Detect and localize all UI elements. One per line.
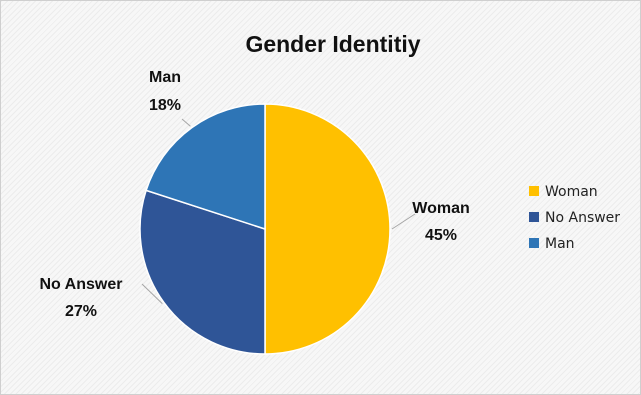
- pie-slice-woman: [264, 103, 391, 355]
- legend-swatch-man: [529, 238, 539, 248]
- data-label-no-answer-percent: 27%: [65, 303, 97, 320]
- legend-label-no-answer: No Answer: [545, 210, 620, 226]
- leader-line-no-answer: [141, 283, 163, 304]
- legend-swatch-woman: [529, 186, 539, 196]
- data-label-woman-percent: 45%: [425, 227, 457, 244]
- leader-line-woman: [391, 213, 416, 230]
- leader-line-man: [181, 118, 191, 127]
- pie-slice-no-answer: [139, 189, 266, 355]
- data-label-man-percent: 18%: [149, 97, 181, 114]
- data-label-man-name: Man: [149, 69, 181, 86]
- data-label-woman-name: Woman: [412, 200, 469, 217]
- legend-label-man: Man: [545, 236, 575, 252]
- data-label-no-answer-name: No Answer: [40, 276, 123, 293]
- chart-title: Gender Identitiy: [245, 31, 420, 57]
- legend-label-woman: Woman: [545, 184, 598, 200]
- pie-slice-man: [145, 103, 266, 231]
- legend-swatch-no-answer: [529, 212, 539, 222]
